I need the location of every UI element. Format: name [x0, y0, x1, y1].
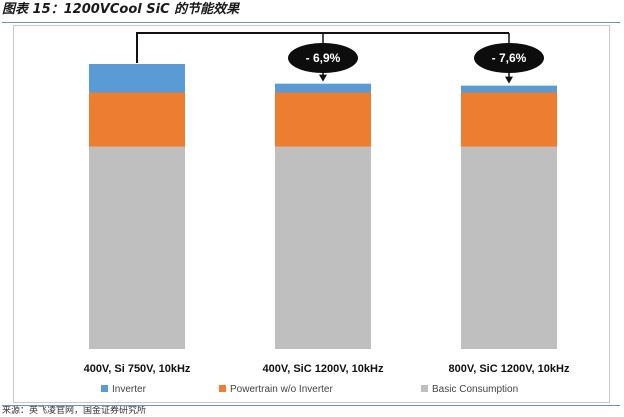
- callout-arrowhead-1: [319, 74, 327, 82]
- bar-powertrain-w-o-inverter-3: [461, 92, 557, 147]
- category-label-3: 800V, SiC 1200V, 10kHz: [449, 363, 570, 375]
- bar-powertrain-w-o-inverter-1: [89, 92, 185, 147]
- category-label-1: 400V, Si 750V, 10kHz: [84, 363, 191, 375]
- legend-label-basic-consumption: Basic Consumption: [432, 384, 518, 395]
- callout-arrowhead-2: [505, 76, 513, 84]
- legend-swatch-inverter: [101, 385, 108, 392]
- bar-basic-consumption-3: [461, 146, 557, 349]
- bar-inverter-2: [275, 83, 371, 93]
- callout-badge-2: [474, 43, 544, 73]
- callout-badge-1: [288, 43, 358, 73]
- legend-swatch-basic-consumption: [421, 385, 428, 392]
- bar-basic-consumption-2: [275, 146, 371, 349]
- bar-inverter-1: [89, 64, 185, 93]
- category-label-2: 400V, SiC 1200V, 10kHz: [263, 363, 384, 375]
- bar-inverter-3: [461, 85, 557, 93]
- legend-swatch-powertrain-w-o-inverter: [219, 385, 226, 392]
- bar-basic-consumption-1: [89, 146, 185, 349]
- bar-powertrain-w-o-inverter-2: [275, 92, 371, 147]
- legend-label-inverter: Inverter: [112, 384, 147, 395]
- figure-source: 来源：英飞凌官网，国金证券研究所: [2, 405, 620, 417]
- figure-title: 图表 15：1200VCool SiC 的节能效果: [2, 0, 620, 23]
- legend-label-powertrain-w-o-inverter: Powertrain w/o Inverter: [230, 384, 333, 395]
- callout-label-1: - 6,9%: [306, 51, 341, 65]
- callout-label-2: - 7,6%: [492, 51, 527, 65]
- comparison-bracket: [136, 32, 509, 63]
